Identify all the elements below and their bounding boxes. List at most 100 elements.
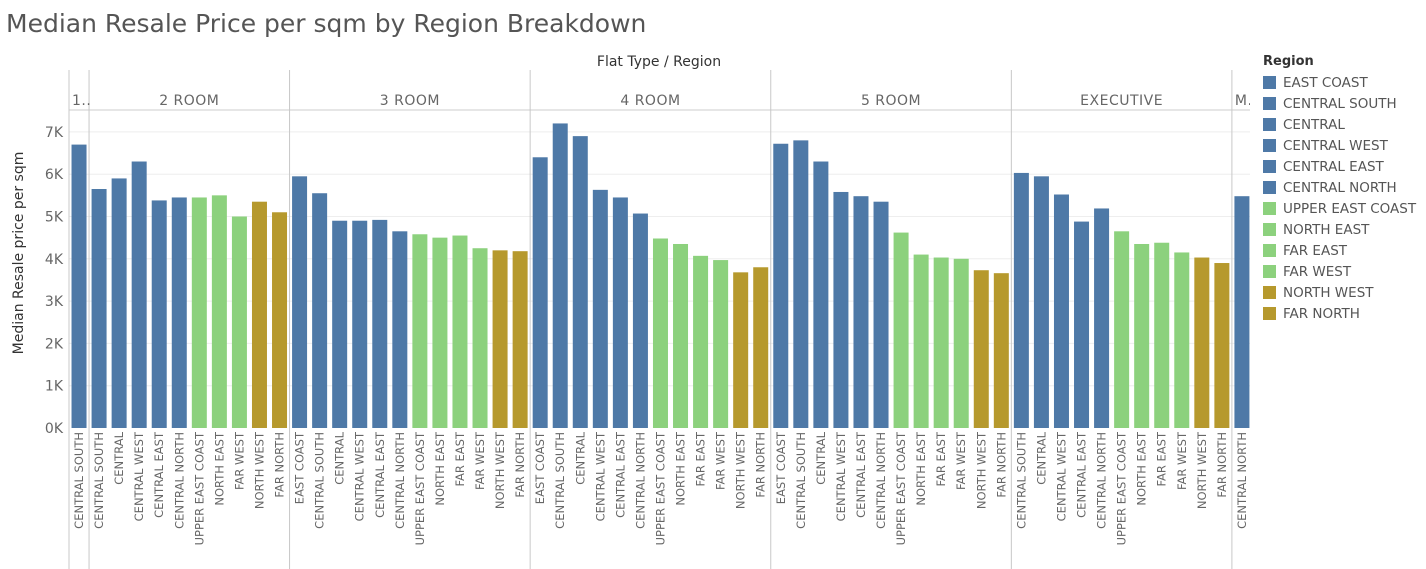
y-tick-label: 2K xyxy=(45,336,64,352)
bar xyxy=(933,257,949,428)
legend-title: Region xyxy=(1263,54,1314,69)
x-tick-label: UPPER EAST COAST xyxy=(192,431,206,545)
x-tick-label: CENTRAL SOUTH xyxy=(313,432,327,529)
bar xyxy=(231,216,247,428)
bar xyxy=(292,176,308,428)
panel-label: 1.. xyxy=(72,93,91,109)
panel-label: EXECUTIVE xyxy=(1080,93,1163,109)
legend-swatch xyxy=(1263,76,1276,89)
legend-item[interactable]: CENTRAL EAST xyxy=(1263,156,1423,177)
bar xyxy=(372,219,388,428)
bar xyxy=(893,232,909,428)
x-tick-label: FAR WEST xyxy=(954,431,968,490)
bar xyxy=(272,212,288,428)
bar xyxy=(352,220,368,428)
bar xyxy=(1094,208,1110,428)
x-tick-label: NORTH WEST xyxy=(974,431,988,509)
x-tick-label: FAR NORTH xyxy=(513,432,527,498)
x-tick-label: NORTH EAST xyxy=(674,431,688,506)
legend-label: FAR EAST xyxy=(1283,242,1348,259)
x-tick-label: CENTRAL WEST xyxy=(593,431,607,521)
panel-label: 5 ROOM xyxy=(861,93,921,109)
bar xyxy=(552,123,568,428)
legend-label: CENTRAL WEST xyxy=(1283,137,1388,154)
x-tick-label: CENTRAL NORTH xyxy=(393,432,407,529)
y-axis-title: Median Resale price per sqm xyxy=(11,152,27,355)
bar xyxy=(111,178,127,428)
bar xyxy=(973,270,989,428)
legend-item[interactable]: UPPER EAST COAST xyxy=(1263,198,1423,219)
x-tick-label: CENTRAL SOUTH xyxy=(72,432,86,529)
legend-swatch xyxy=(1263,286,1276,299)
legend-label: FAR WEST xyxy=(1283,263,1352,280)
legend-swatch xyxy=(1263,307,1276,320)
legend-label: EAST COAST xyxy=(1283,74,1368,91)
x-tick-label: CENTRAL SOUTH xyxy=(1014,432,1028,529)
bar xyxy=(472,248,488,428)
bar xyxy=(813,161,829,428)
bar xyxy=(853,196,869,428)
legend-item[interactable]: CENTRAL WEST xyxy=(1263,135,1423,156)
x-tick-label: CENTRAL xyxy=(333,431,347,484)
x-tick-label: NORTH EAST xyxy=(433,431,447,506)
bar xyxy=(312,193,328,428)
legend-label: UPPER EAST COAST xyxy=(1283,200,1417,217)
bar xyxy=(332,220,348,428)
x-tick-label: EAST COAST xyxy=(293,431,307,504)
bar xyxy=(171,197,187,428)
x-tick-label: NORTH WEST xyxy=(1195,431,1209,509)
legend-label: FAR NORTH xyxy=(1283,305,1360,322)
legend-item[interactable]: FAR WEST xyxy=(1263,261,1423,282)
legend-item[interactable]: CENTRAL xyxy=(1263,114,1423,135)
bar xyxy=(652,238,668,428)
x-tick-label: CENTRAL NORTH xyxy=(874,432,888,529)
bar xyxy=(392,231,408,428)
legend-item[interactable]: FAR NORTH xyxy=(1263,303,1423,324)
bar xyxy=(713,260,729,428)
x-tick-label: CENTRAL xyxy=(112,431,126,484)
legend-item[interactable]: CENTRAL NORTH xyxy=(1263,177,1423,198)
legend-item[interactable]: FAR EAST xyxy=(1263,240,1423,261)
x-tick-label: NORTH WEST xyxy=(252,431,266,509)
x-tick-label: NORTH EAST xyxy=(1135,431,1149,506)
legend-item[interactable]: CENTRAL SOUTH xyxy=(1263,93,1423,114)
x-tick-label: CENTRAL WEST xyxy=(132,431,146,521)
y-tick-label: 1K xyxy=(45,379,64,395)
chart-title: Median Resale Price per sqm by Region Br… xyxy=(6,9,647,38)
x-tick-label: CENTRAL SOUTH xyxy=(553,432,567,529)
x-tick-label: NORTH EAST xyxy=(212,431,226,506)
legend-item[interactable]: EAST COAST xyxy=(1263,72,1423,93)
bar xyxy=(693,255,709,428)
bar xyxy=(191,197,207,428)
x-tick-label: CENTRAL xyxy=(573,431,587,484)
legend-swatch xyxy=(1263,244,1276,257)
bar xyxy=(612,197,628,428)
legend-swatch xyxy=(1263,223,1276,236)
y-tick-label: 5K xyxy=(45,210,64,226)
x-tick-label: CENTRAL WEST xyxy=(1054,431,1068,521)
legend-swatch xyxy=(1263,202,1276,215)
x-tick-label: CENTRAL NORTH xyxy=(1095,432,1109,529)
legend-item[interactable]: NORTH WEST xyxy=(1263,282,1423,303)
bar xyxy=(753,267,769,428)
x-tick-label: FAR EAST xyxy=(453,431,467,487)
bar xyxy=(833,191,849,428)
x-tick-label: CENTRAL EAST xyxy=(373,431,387,518)
x-tick-label: FAR NORTH xyxy=(994,432,1008,498)
y-tick-label: 6K xyxy=(45,167,64,183)
bar xyxy=(1114,231,1130,428)
x-tick-label: NORTH WEST xyxy=(493,431,507,509)
legend-swatch xyxy=(1263,265,1276,278)
bar xyxy=(432,237,448,428)
bar xyxy=(1234,196,1250,428)
legend-label: NORTH WEST xyxy=(1283,284,1374,301)
legend-item[interactable]: NORTH EAST xyxy=(1263,219,1423,240)
bar xyxy=(512,251,528,428)
x-tick-label: CENTRAL WEST xyxy=(834,431,848,521)
bar xyxy=(1214,263,1230,428)
bar xyxy=(1033,176,1049,428)
x-tick-label: FAR WEST xyxy=(714,431,728,490)
x-tick-label: NORTH WEST xyxy=(734,431,748,509)
panel-label: 4 ROOM xyxy=(620,93,680,109)
legend-label: CENTRAL xyxy=(1283,116,1345,133)
